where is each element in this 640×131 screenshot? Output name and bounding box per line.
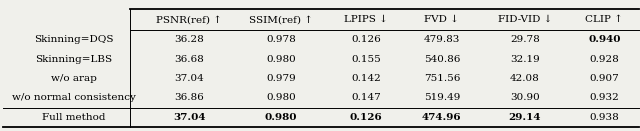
Text: 0.979: 0.979 bbox=[266, 74, 296, 83]
Text: 0.980: 0.980 bbox=[265, 113, 298, 122]
Text: 36.86: 36.86 bbox=[174, 94, 204, 102]
Text: w/o arap: w/o arap bbox=[51, 74, 97, 83]
Text: 0.907: 0.907 bbox=[589, 74, 620, 83]
Text: 0.126: 0.126 bbox=[349, 113, 383, 122]
Text: 29.14: 29.14 bbox=[509, 113, 541, 122]
Text: 474.96: 474.96 bbox=[422, 113, 461, 122]
Text: 0.938: 0.938 bbox=[589, 113, 620, 122]
Text: Skinning=DQS: Skinning=DQS bbox=[34, 35, 113, 44]
Text: 32.19: 32.19 bbox=[510, 55, 540, 64]
Text: 42.08: 42.08 bbox=[510, 74, 540, 83]
Text: 0.142: 0.142 bbox=[351, 74, 381, 83]
Text: 0.155: 0.155 bbox=[351, 55, 381, 64]
Text: FID-VID ↓: FID-VID ↓ bbox=[498, 15, 552, 24]
Text: 0.928: 0.928 bbox=[589, 55, 620, 64]
Text: 36.68: 36.68 bbox=[174, 55, 204, 64]
Text: 0.126: 0.126 bbox=[351, 35, 381, 44]
Text: 0.980: 0.980 bbox=[266, 55, 296, 64]
Text: PSNR(ref) ↑: PSNR(ref) ↑ bbox=[156, 15, 222, 24]
Text: Full method: Full method bbox=[42, 113, 106, 122]
Text: 29.78: 29.78 bbox=[510, 35, 540, 44]
Text: Skinning=LBS: Skinning=LBS bbox=[35, 55, 112, 64]
Text: 0.147: 0.147 bbox=[351, 94, 381, 102]
Text: w/o normal consistency: w/o normal consistency bbox=[12, 94, 136, 102]
Text: LPIPS ↓: LPIPS ↓ bbox=[344, 15, 388, 24]
Text: 519.49: 519.49 bbox=[424, 94, 460, 102]
Text: FVD ↓: FVD ↓ bbox=[424, 15, 460, 24]
Text: 0.940: 0.940 bbox=[588, 35, 621, 44]
Text: 37.04: 37.04 bbox=[174, 74, 204, 83]
Text: 540.86: 540.86 bbox=[424, 55, 460, 64]
Text: 36.28: 36.28 bbox=[174, 35, 204, 44]
Text: SSIM(ref) ↑: SSIM(ref) ↑ bbox=[249, 15, 313, 24]
Text: CLIP ↑: CLIP ↑ bbox=[586, 15, 623, 24]
Text: 0.932: 0.932 bbox=[589, 94, 620, 102]
Text: 37.04: 37.04 bbox=[173, 113, 205, 122]
Text: 30.90: 30.90 bbox=[510, 94, 540, 102]
Text: 0.978: 0.978 bbox=[266, 35, 296, 44]
Text: 0.980: 0.980 bbox=[266, 94, 296, 102]
Text: 479.83: 479.83 bbox=[424, 35, 460, 44]
Text: 751.56: 751.56 bbox=[424, 74, 460, 83]
